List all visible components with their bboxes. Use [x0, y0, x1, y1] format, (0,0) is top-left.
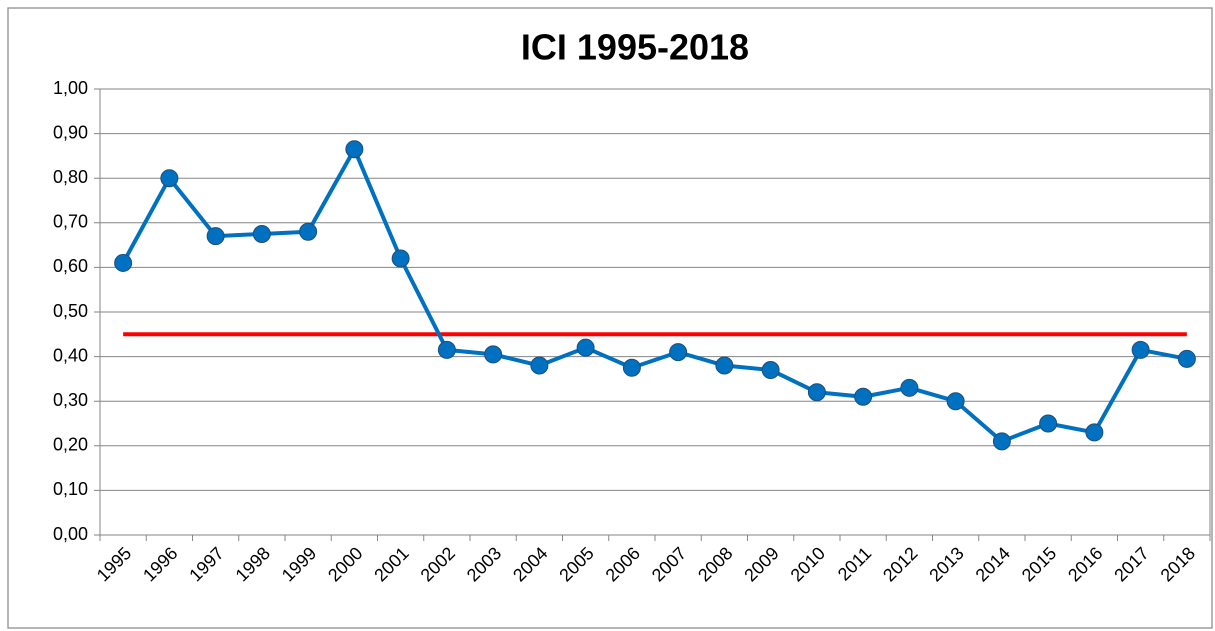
- y-tick-label: 0,50: [53, 301, 88, 321]
- chart-title: ICI 1995-2018: [521, 27, 749, 68]
- y-tick-label: 1,00: [53, 78, 88, 98]
- point: [715, 356, 734, 375]
- y-tick-label: 0,80: [53, 167, 88, 187]
- y-tick-label: 0,00: [53, 524, 88, 544]
- point: [114, 253, 133, 272]
- point: [252, 224, 271, 243]
- point: [1039, 414, 1058, 433]
- y-tick-label: 0,20: [53, 435, 88, 455]
- y-tick-label: 0,60: [53, 256, 88, 276]
- point: [576, 338, 595, 357]
- y-tick-label: 0,70: [53, 212, 88, 232]
- point: [299, 222, 318, 241]
- point: [391, 249, 410, 268]
- point: [1177, 349, 1196, 368]
- point: [900, 378, 919, 397]
- point: [946, 392, 965, 411]
- point: [1131, 340, 1150, 359]
- point: [206, 227, 225, 246]
- point: [160, 169, 179, 188]
- chart-frame: [7, 7, 1213, 629]
- point: [854, 387, 873, 406]
- point: [807, 383, 826, 402]
- point: [437, 340, 456, 359]
- y-tick-label: 0,40: [53, 345, 88, 365]
- point: [345, 140, 364, 159]
- point: [992, 432, 1011, 451]
- point: [1085, 423, 1104, 442]
- point: [669, 343, 688, 362]
- point: [761, 360, 780, 379]
- y-tick-label: 0,90: [53, 122, 88, 142]
- y-tick-label: 0,10: [53, 479, 88, 499]
- point: [484, 345, 503, 364]
- y-tick-label: 0,30: [53, 390, 88, 410]
- point: [622, 358, 641, 377]
- point: [530, 356, 549, 375]
